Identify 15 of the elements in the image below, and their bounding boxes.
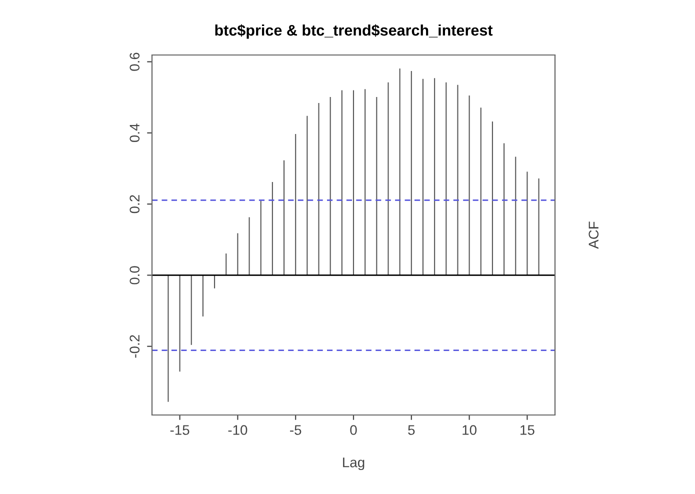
y-tick-label: 0.4	[130, 124, 140, 142]
x-tick-label: 0	[350, 425, 357, 435]
y-tick-label: 0.6	[130, 52, 140, 71]
x-tick-label: 15	[520, 425, 534, 435]
chart-title: btc$price & btc_trend$search_interest	[215, 24, 493, 39]
y-tick-label: 0.2	[130, 195, 140, 214]
y-tick-label: -0.2	[130, 335, 140, 358]
x-tick-label: 10	[462, 425, 476, 435]
x-axis-title: Lag	[343, 458, 364, 470]
y-tick-label: 0.0	[130, 266, 140, 284]
y-axis-title: ACF	[588, 222, 599, 249]
x-tick-label: -10	[228, 425, 248, 435]
x-tick-label: 5	[408, 425, 415, 435]
x-tick-label: -5	[290, 425, 302, 435]
x-tick-label: -15	[170, 425, 190, 435]
